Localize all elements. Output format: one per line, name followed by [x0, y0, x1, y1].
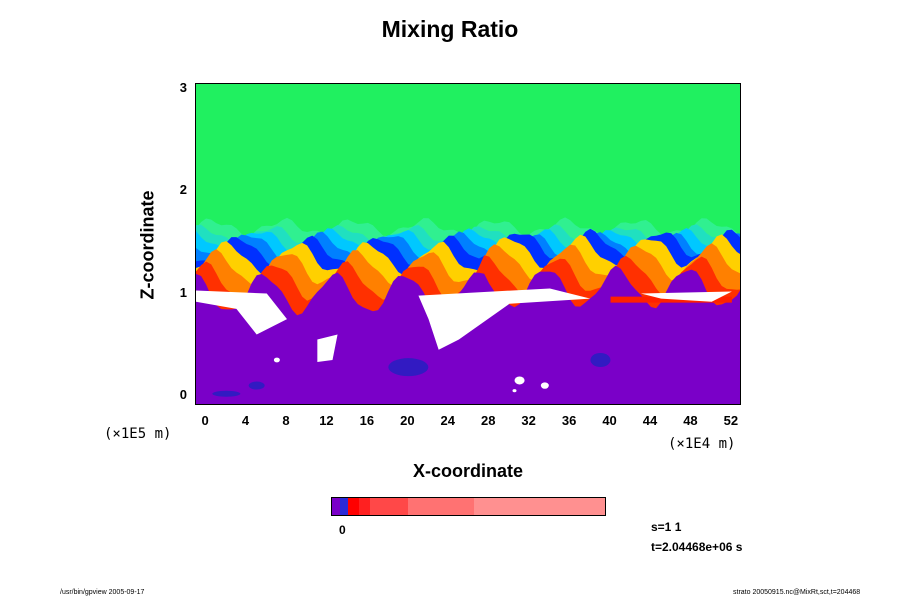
eddy-4: [212, 390, 241, 397]
footer-left: /usr/bin/gpview 2005-09-17: [60, 589, 145, 596]
x-tick-label: 12: [319, 413, 334, 428]
masked-region-3: [640, 291, 732, 302]
colorbar-segment: [348, 498, 360, 515]
colorbar-segment: [408, 498, 474, 515]
colorbar-segment: [340, 498, 349, 515]
x-tick-label: 24: [440, 413, 455, 428]
eddy-1: [388, 358, 429, 377]
colorbar-segment: [370, 498, 409, 515]
y-axis-label: Z-coordinate: [137, 190, 158, 300]
eddy-3: [248, 381, 265, 390]
y-tick-label: 2: [179, 182, 187, 198]
colorbar: [331, 497, 606, 516]
masked-dot-2: [540, 382, 549, 389]
step-info: s=1 1: [651, 520, 682, 534]
x-axis-label: X-coordinate: [412, 461, 523, 481]
masked-region-4: [317, 334, 338, 363]
plot-area: [195, 83, 741, 405]
x-tick-label: 52: [723, 413, 739, 428]
y-tick-label: 1: [179, 284, 187, 300]
x-tick-label: 48: [683, 413, 698, 428]
x-tick-label: 20: [400, 413, 415, 428]
mixing-ratio-field: [196, 84, 740, 404]
y-tick-label: 3: [179, 80, 187, 96]
x-tick-label: 0: [201, 413, 209, 428]
eddy-2: [590, 353, 611, 367]
colorbar-segment: [332, 498, 341, 515]
x-tick-label: 8: [282, 413, 290, 428]
y-tick-label: 0: [179, 386, 187, 402]
x-tick-label: 36: [561, 413, 577, 428]
x-tick-label: 4: [241, 413, 250, 428]
masked-dot-4: [273, 357, 280, 363]
masked-region-1: [196, 290, 287, 335]
x-tick-label: 32: [521, 413, 536, 428]
masked-region-2: [418, 288, 591, 350]
x-tick-label: 16: [359, 413, 375, 428]
masked-dot-3: [512, 389, 517, 393]
red-band-right: [610, 296, 732, 303]
colorbar-zero-label: 0: [339, 523, 346, 537]
x-tick-label: 40: [602, 413, 617, 428]
colorbar-segment: [473, 498, 605, 515]
footer-right: strato 20050915.nc@MixRt,sct,t=204468: [733, 589, 861, 596]
x-tick-label: 44: [642, 413, 658, 428]
x-tick-label: 28: [480, 413, 496, 428]
time-info: t=2.04468e+06 s: [651, 540, 743, 554]
y-scale-label: (×1E5 m): [104, 426, 172, 442]
colorbar-segment: [359, 498, 371, 515]
chart-title: Mixing Ratio: [381, 16, 519, 42]
masked-dot-1: [514, 376, 525, 385]
contour-band-10: [196, 265, 740, 404]
x-scale-label: (×1E4 m): [668, 436, 736, 452]
